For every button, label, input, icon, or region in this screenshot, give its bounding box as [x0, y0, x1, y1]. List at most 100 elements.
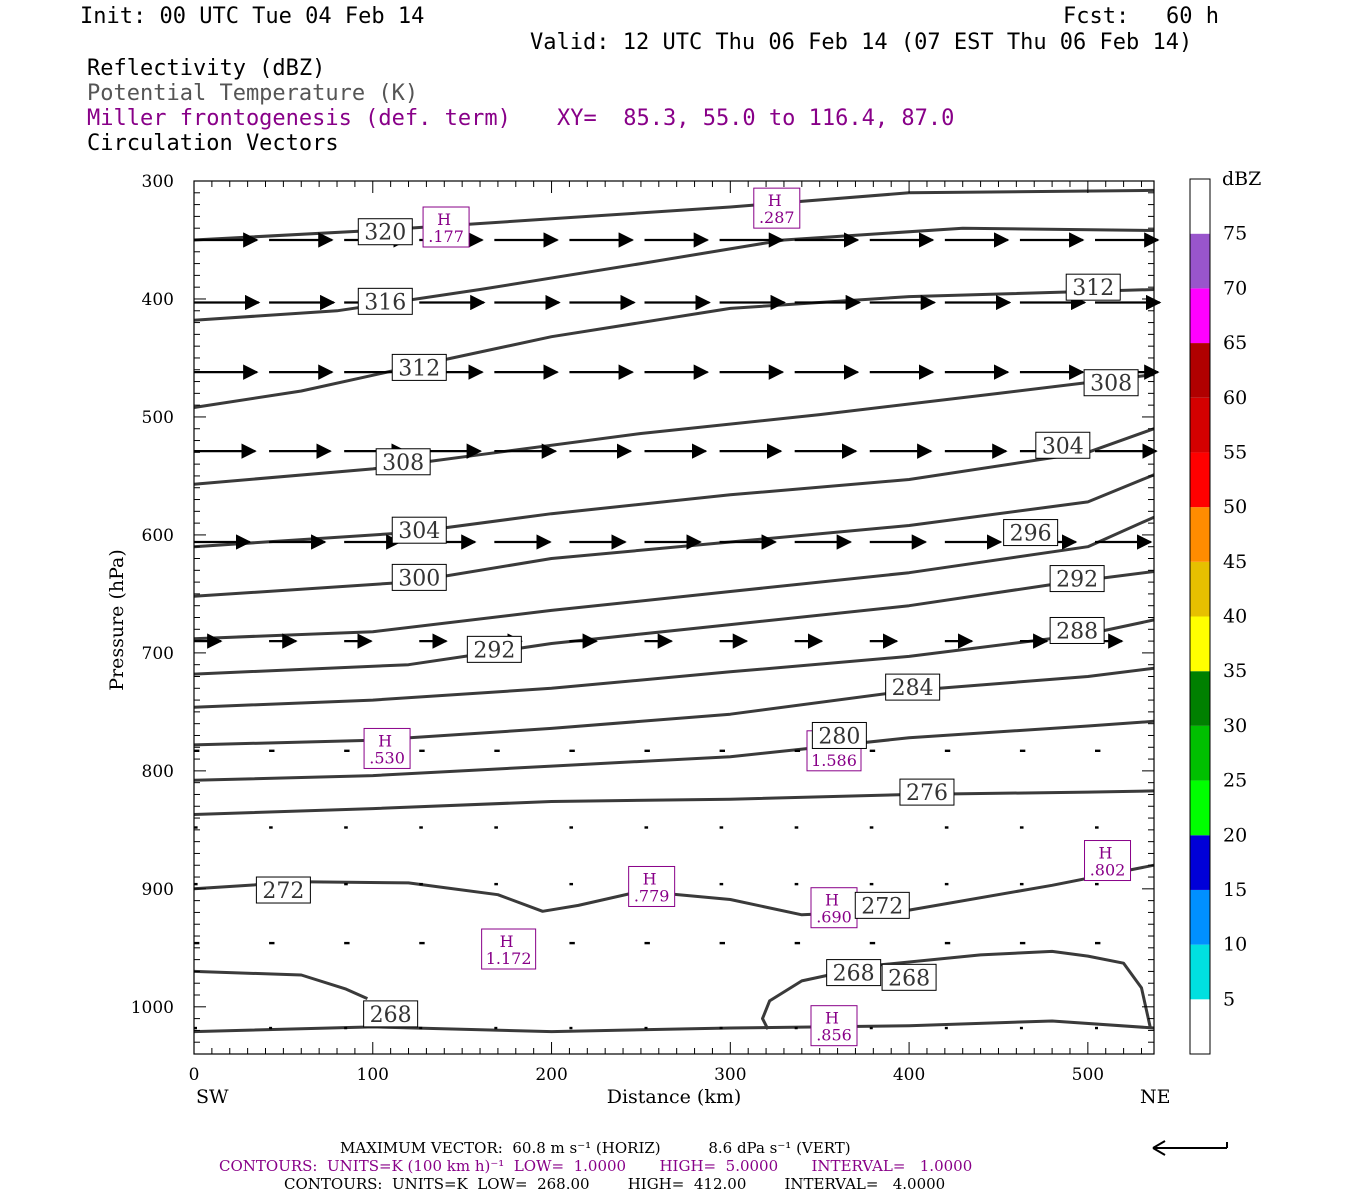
theta-label-268: 268 — [370, 1003, 412, 1028]
theta-label-304: 304 — [1042, 434, 1084, 459]
theta-label-box — [854, 891, 910, 919]
y-tick-label: 700 — [142, 644, 174, 664]
frontogenesis-high-box — [810, 887, 858, 929]
y-tick-label: 600 — [142, 526, 174, 546]
x-tick-label: 300 — [714, 1065, 746, 1085]
theta-label-308: 308 — [1090, 372, 1132, 397]
colorbar-tick-label: 45 — [1223, 551, 1247, 573]
colorbar-tick-label: 5 — [1223, 988, 1235, 1010]
y-tick-label: 300 — [142, 172, 174, 192]
colorbar-swatch — [1190, 944, 1210, 1000]
colorbar-swatch — [1190, 835, 1210, 890]
theta-label-box — [357, 287, 413, 315]
theta-label-312: 312 — [1072, 276, 1114, 301]
field-circulation-vectors: Circulation Vectors — [87, 131, 339, 156]
x-tick-label: 400 — [893, 1065, 925, 1085]
theta-label-box — [1049, 616, 1105, 644]
frontogenesis-high-marker: H — [768, 191, 782, 210]
colorbar-swatch — [1190, 889, 1210, 945]
frontogenesis-high-value: .530 — [369, 748, 405, 767]
theta-label-box — [255, 876, 311, 904]
frontogenesis-high-marker: H — [825, 1009, 839, 1028]
theta-contour-284 — [193, 666, 1155, 747]
frontogenesis-high-marker: H — [643, 869, 657, 888]
theta-contour-320 — [193, 188, 1155, 242]
frontogenesis-high-box — [363, 727, 411, 769]
theta-label-276: 276 — [906, 781, 948, 806]
theta-label-268: 268 — [833, 962, 875, 987]
theta-label-300: 300 — [398, 566, 440, 591]
theta-label-292: 292 — [473, 638, 515, 663]
colorbar-swatch — [1190, 288, 1210, 344]
frontogenesis-high-marker: H — [825, 891, 839, 910]
field-reflectivity: Reflectivity (dBZ) — [87, 56, 326, 81]
init-time: Init: 00 UTC Tue 04 Feb 14 — [80, 4, 425, 29]
theta-label-box — [391, 353, 447, 381]
y-axis-title: Pressure (hPa) — [106, 549, 128, 691]
frontogenesis-high-box — [1084, 840, 1132, 882]
x-tick-label: 200 — [535, 1065, 567, 1085]
frontogenesis-high-value: .690 — [816, 908, 852, 927]
theta-contour-268 — [193, 969, 369, 1000]
theta-label-box — [826, 959, 882, 987]
valid-time: Valid: 12 UTC Thu 06 Feb 14 (07 EST Thu … — [530, 30, 1193, 55]
theta-contour-268 — [761, 949, 1152, 1030]
theta-label-box — [363, 1000, 419, 1028]
forecast-label: Fcst: — [1063, 4, 1130, 29]
contours-theta-info: CONTOURS: UNITS=K LOW= 268.00 HIGH= 412.… — [284, 1175, 946, 1193]
x-tick-label: 100 — [357, 1065, 389, 1085]
theta-contour-272 — [193, 863, 1155, 917]
x-tick-label: 0 — [189, 1065, 200, 1085]
colorbar-swatch — [1190, 671, 1210, 726]
theta-label-box — [1083, 369, 1139, 397]
frontogenesis-highs: H.177H.287H.530H1.586H.779H1.172H.690H.8… — [363, 187, 1132, 1047]
theta-label-316: 316 — [364, 290, 406, 315]
field-potential-temperature: Potential Temperature (K) — [87, 81, 419, 106]
colorbar-tick-label: 55 — [1223, 441, 1247, 463]
colorbar-tick-label: 15 — [1223, 879, 1247, 901]
colorbar-swatch — [1190, 343, 1210, 398]
colorbar-unit-label: dBZ — [1222, 168, 1262, 190]
theta-label-box — [357, 218, 413, 246]
colorbar-swatch — [1190, 452, 1210, 508]
contours-frontogenesis-info: CONTOURS: UNITS=K (100 km h)⁻¹ LOW= 1.00… — [219, 1157, 973, 1175]
frontogenesis-high-box — [628, 865, 676, 907]
theta-label-292: 292 — [1056, 568, 1098, 593]
y-tick-label: 1000 — [131, 998, 174, 1018]
theta-label-box — [881, 963, 937, 991]
theta-label-box — [1049, 565, 1105, 593]
theta-contour-308 — [193, 373, 1155, 486]
colorbar-swatch — [1190, 780, 1210, 836]
y-tick-label: 500 — [142, 408, 174, 428]
axes: 0 100 200 300 400 500 300 400 500 600 700 800 900 100… — [131, 172, 1154, 1085]
reference-vector-arrow — [1152, 1140, 1228, 1156]
theta-label-272: 272 — [262, 879, 304, 904]
max-vector-info: MAXIMUM VECTOR: 60.8 m s⁻¹ (HORIZ) 8.6 d… — [340, 1139, 851, 1157]
frontogenesis-high-value: 1.586 — [811, 751, 857, 770]
theta-contour-296 — [193, 515, 1155, 641]
colorbar-tick-label: 75 — [1223, 223, 1247, 245]
frontogenesis-high-marker: H — [500, 932, 514, 951]
colorbar-tick-label: 35 — [1223, 660, 1247, 682]
colorbar-tick-label: 40 — [1223, 606, 1247, 628]
theta-contour-268 — [193, 1019, 1155, 1034]
frontogenesis-high-value: .779 — [634, 886, 670, 905]
x-axis-end-label: NE — [1140, 1086, 1171, 1108]
colorbar-swatch — [1190, 725, 1210, 781]
y-tick-label: 400 — [142, 290, 174, 310]
theta-label-box — [1035, 431, 1091, 459]
colorbar-swatch — [1190, 397, 1210, 453]
theta-label-box — [1065, 273, 1121, 301]
frontogenesis-high-marker: H — [437, 210, 451, 229]
theta-label-320: 320 — [364, 221, 406, 246]
theta-contour-276 — [193, 789, 1155, 816]
colorbar-swatch — [1190, 233, 1210, 289]
frontogenesis-high-value: .802 — [1090, 861, 1126, 880]
frontogenesis-high-value: .177 — [428, 227, 464, 246]
theta-label-268: 268 — [888, 966, 930, 991]
colorbar-swatch — [1190, 179, 1210, 234]
theta-label-312: 312 — [398, 356, 440, 381]
theta-label-box — [375, 448, 431, 476]
cross-section-endpoints: XY= 85.3, 55.0 to 116.4, 87.0 — [557, 106, 955, 131]
